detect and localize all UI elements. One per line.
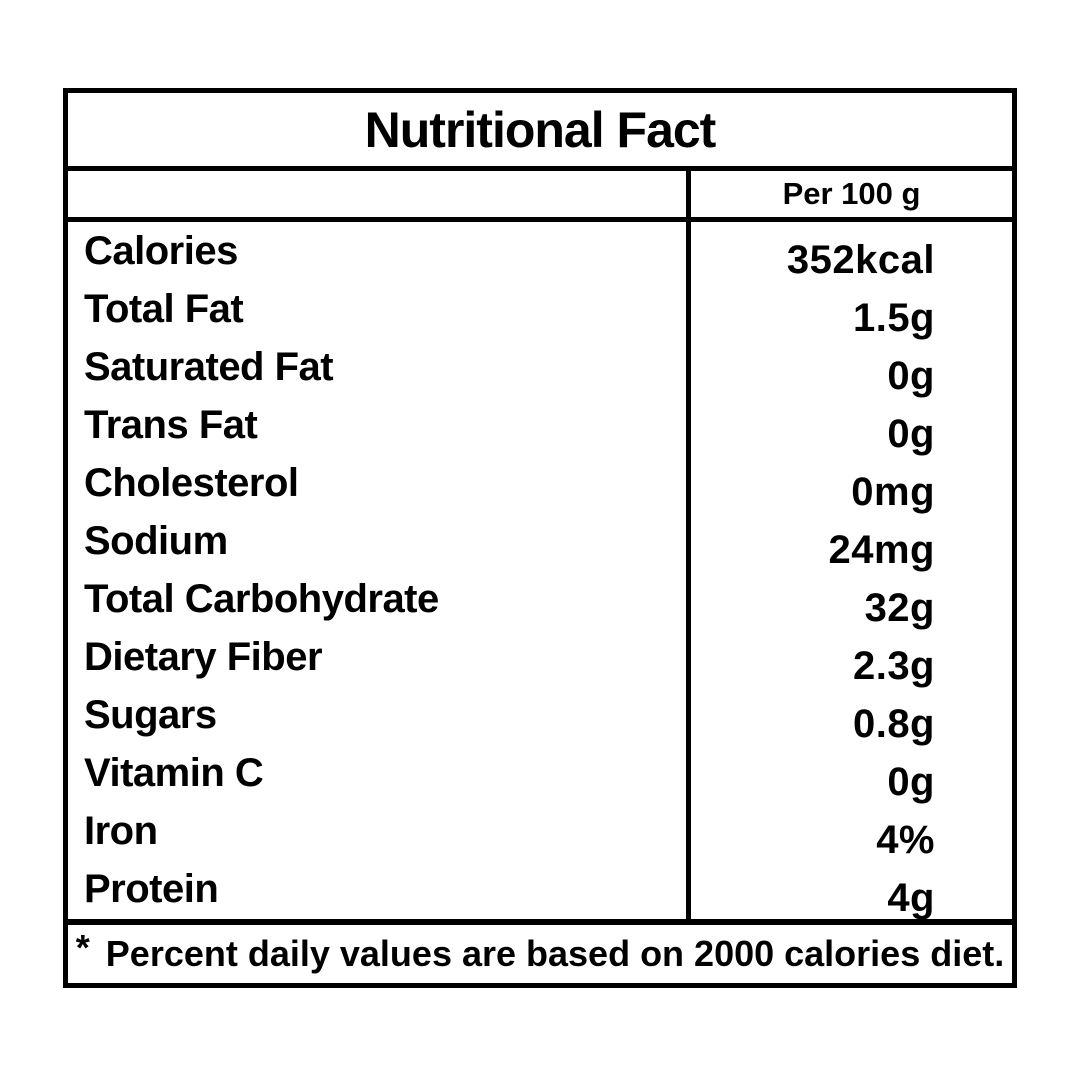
table-row: Calories 352kcal	[68, 222, 1012, 282]
table-row: Sugars 0.8g	[68, 686, 1012, 747]
nutrient-value: 0mg	[686, 454, 1012, 514]
footnote-row: * Percent daily values are based on 2000…	[68, 919, 1012, 983]
nutrient-value: 0g	[686, 744, 1012, 805]
nutrient-value: 0g	[686, 338, 1012, 398]
table-row: Cholesterol 0mg	[68, 454, 1012, 514]
nutrient-value: 4g	[686, 860, 1012, 921]
nutrient-name: Iron	[84, 809, 158, 854]
nutrient-value-text: 24mg	[828, 527, 935, 572]
serving-size-label: Per 100 g	[782, 176, 921, 211]
nutrient-value: 0.8g	[686, 686, 1012, 747]
nutrient-name: Sodium	[84, 518, 228, 563]
table-row: Vitamin C 0g	[68, 744, 1012, 805]
nutrient-name: Saturated Fat	[84, 344, 334, 389]
column-header-row: Per 100 g	[68, 171, 1012, 222]
table-row: Total Fat 1.5g	[68, 280, 1012, 340]
nutrient-value-text: 4%	[876, 818, 935, 863]
nutrient-value: 0g	[686, 396, 1012, 456]
nutrient-value-text: 0g	[887, 411, 935, 456]
table-row: Saturated Fat 0g	[68, 338, 1012, 398]
nutrient-value-text: 2.3g	[852, 644, 935, 689]
nutrient-value: 24mg	[686, 512, 1012, 572]
nutrient-value-text: 352kcal	[786, 237, 935, 282]
table-row: Dietary Fiber 2.3g	[68, 628, 1012, 689]
nutrient-column-header	[68, 171, 686, 217]
nutrient-value-text: 4g	[887, 876, 935, 921]
footnote-text: Percent daily values are based on 2000 c…	[105, 933, 1005, 974]
per-100g-column-header: Per 100 g	[686, 171, 1012, 217]
table-row: Total Carbohydrate 32g	[68, 570, 1012, 630]
nutrient-name: Total Fat	[84, 286, 244, 331]
nutrient-value-text: 0g	[887, 353, 935, 398]
nutrient-name: Dietary Fiber	[84, 635, 323, 680]
nutrient-value-text: 0.8g	[852, 702, 935, 747]
title-row: Nutritional Fact	[68, 93, 1012, 171]
nutrient-name: Cholesterol	[84, 460, 299, 505]
nutrient-value-text: 0g	[887, 760, 935, 805]
nutrient-value: 4%	[686, 802, 1012, 863]
table-row: Protein 4g	[68, 860, 1012, 921]
table-row: Sodium 24mg	[68, 512, 1012, 572]
nutrient-value: 2.3g	[686, 628, 1012, 689]
nutrient-value-text: 1.5g	[852, 295, 935, 340]
nutrient-value-text: 0mg	[851, 469, 935, 514]
nutrient-name: Vitamin C	[84, 751, 264, 796]
nutrition-facts-table: Nutritional Fact Per 100 g Calories 352kc…	[63, 88, 1017, 988]
table-row: Iron 4%	[68, 802, 1012, 863]
nutrient-value: 352kcal	[686, 222, 1012, 282]
nutrient-name: Sugars	[84, 693, 217, 738]
footnote-asterisk: *	[75, 927, 90, 968]
nutrient-value: 1.5g	[686, 280, 1012, 340]
nutrient-rows: Calories 352kcal Total Fat 1.5g Saturated Fa…	[68, 222, 1012, 921]
nutrient-name: Protein	[84, 867, 219, 912]
nutrient-value-text: 32g	[864, 586, 935, 630]
nutrient-name: Calories	[84, 228, 238, 273]
nutrient-value: 32g	[686, 570, 1012, 630]
nutrient-name: Total Carbohydrate	[84, 577, 439, 621]
table-row: Trans Fat 0g	[68, 396, 1012, 456]
nutrient-name: Trans Fat	[84, 402, 258, 447]
page-title: Nutritional Fact	[364, 101, 717, 158]
